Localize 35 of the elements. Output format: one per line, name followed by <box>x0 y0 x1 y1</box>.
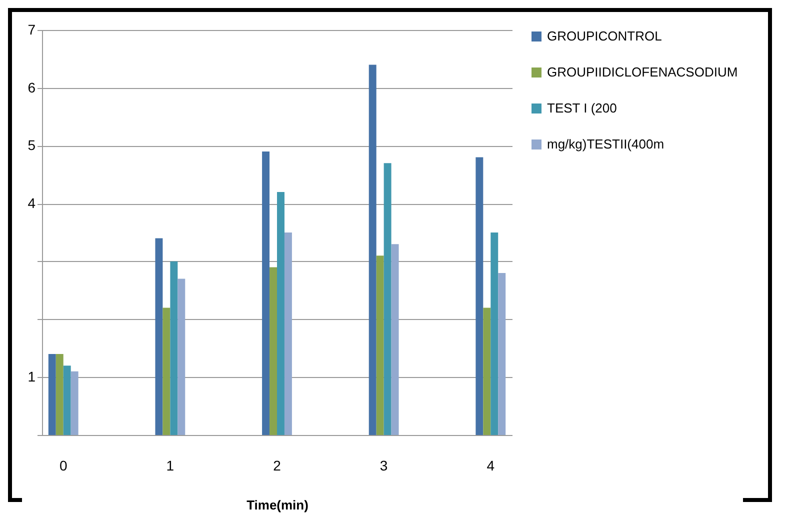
bar <box>498 273 506 435</box>
legend-label: GROUPIIDICLOFENACSODIUM <box>547 64 738 80</box>
bar <box>284 232 292 435</box>
bar <box>70 371 78 435</box>
bar <box>262 152 270 435</box>
bar <box>178 278 186 435</box>
y-tick-label: 6 <box>28 79 36 96</box>
bar <box>48 354 56 435</box>
bar <box>277 192 284 435</box>
x-tick-label: 3 <box>380 458 388 474</box>
bar <box>56 354 64 435</box>
bar <box>368 64 376 435</box>
bar <box>376 256 384 435</box>
y-tick-label: 4 <box>28 195 36 212</box>
bar <box>63 366 71 435</box>
bar <box>155 238 163 435</box>
y-tick-label: 7 <box>28 22 36 38</box>
x-tick-label: 2 <box>273 458 282 474</box>
x-axis-title: Time(min) <box>246 498 308 512</box>
legend-label: GROUPICONTROL <box>547 28 662 44</box>
x-tick-label: 0 <box>59 458 68 474</box>
bar <box>476 157 484 435</box>
bar <box>384 163 392 435</box>
y-tick-label: 1 <box>28 368 36 385</box>
bar <box>483 308 491 435</box>
bar <box>391 244 399 435</box>
x-tick-label: 4 <box>486 458 495 474</box>
y-tick-label: 5 <box>28 137 36 154</box>
legend-label: TEST I (200 <box>547 100 617 116</box>
legend-label: mg/kg)TESTII(400m <box>547 136 664 152</box>
bar <box>490 232 498 435</box>
bar <box>170 261 178 435</box>
bar <box>270 267 277 435</box>
bar <box>162 308 170 435</box>
x-tick-label: 1 <box>166 458 174 474</box>
